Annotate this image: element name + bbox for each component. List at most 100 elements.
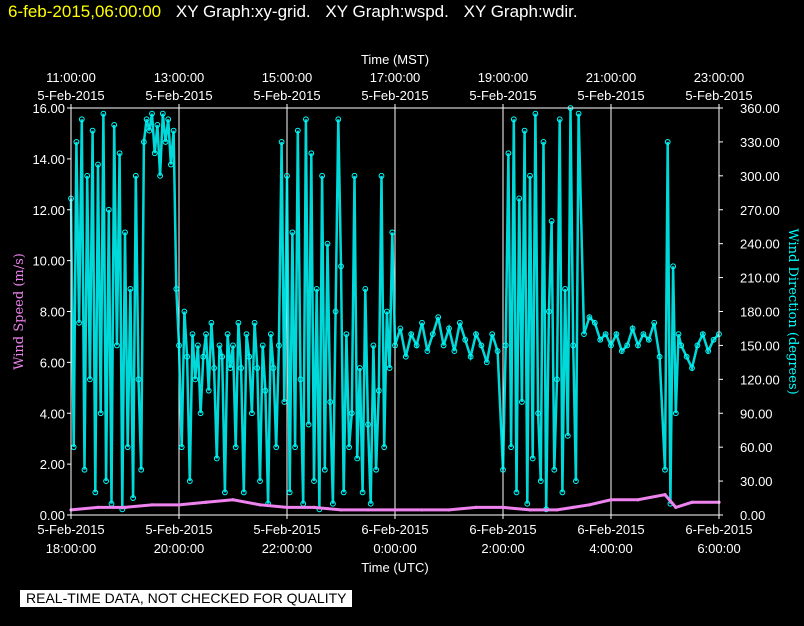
wind-direction-point bbox=[710, 336, 717, 343]
wind-direction-point bbox=[516, 195, 523, 202]
wind-direction-point bbox=[556, 116, 563, 123]
wind-direction-point bbox=[527, 172, 533, 179]
wind-direction-point bbox=[281, 399, 288, 405]
wind-speed-point bbox=[636, 498, 640, 502]
wind-direction-point bbox=[386, 365, 393, 371]
wind-direction-point bbox=[508, 444, 515, 451]
wind-direction-point bbox=[97, 410, 104, 417]
wind-direction-point bbox=[429, 331, 436, 338]
top-tick-date: 5-Feb-2015 bbox=[469, 88, 536, 103]
wind-direction-point bbox=[243, 331, 250, 338]
wind-speed-point bbox=[571, 505, 575, 509]
wind-direction-point bbox=[597, 336, 604, 343]
wind-direction-point bbox=[365, 421, 371, 428]
wind-direction-point bbox=[116, 150, 123, 157]
wind-direction-point bbox=[330, 500, 336, 507]
wind-direction-point bbox=[505, 150, 512, 157]
top-tick-time: 17:00:00 bbox=[370, 70, 421, 85]
wind-direction-point bbox=[381, 444, 388, 451]
left-tick-label: 14.00 bbox=[32, 152, 65, 167]
left-tick-label: 4.00 bbox=[40, 406, 65, 421]
wind-direction-point bbox=[73, 139, 80, 145]
bottom-tick-time: 6:00:00 bbox=[697, 541, 740, 556]
right-tick-label: 360.00 bbox=[740, 101, 780, 116]
wind-direction-point bbox=[502, 342, 509, 349]
wind-direction-point bbox=[370, 342, 377, 349]
wind-direction-point bbox=[640, 331, 647, 338]
wind-direction-point bbox=[348, 410, 355, 417]
wind-speed-point bbox=[123, 505, 127, 509]
wind-direction-point bbox=[89, 127, 96, 134]
wind-speed-point bbox=[258, 503, 262, 507]
right-tick-label: 300.00 bbox=[740, 169, 780, 184]
wind-direction-point bbox=[678, 342, 685, 349]
wind-direction-point bbox=[624, 342, 631, 349]
left-tick-label: 8.00 bbox=[40, 305, 65, 320]
wind-direction-point bbox=[114, 342, 120, 349]
wind-direction-point bbox=[162, 139, 169, 145]
wind-direction-point bbox=[249, 410, 255, 417]
wind-direction-point bbox=[575, 110, 582, 117]
wind-direction-point bbox=[357, 365, 363, 371]
wind-direction-point bbox=[276, 342, 282, 349]
wind-direction-point bbox=[591, 319, 598, 326]
wind-direction-point bbox=[656, 353, 663, 360]
wind-direction-point bbox=[138, 466, 145, 473]
wind-direction-point bbox=[351, 172, 358, 179]
wind-direction-point bbox=[340, 489, 347, 496]
bottom-tick-date: 6-Feb-2015 bbox=[361, 522, 428, 537]
wind-direction-point bbox=[602, 331, 609, 338]
wind-direction-point bbox=[546, 308, 552, 315]
wind-speed-point bbox=[587, 503, 592, 507]
wind-direction-point bbox=[510, 116, 517, 123]
wind-direction-point bbox=[168, 161, 174, 168]
wind-direction-point bbox=[319, 172, 326, 179]
wind-direction-point bbox=[478, 342, 485, 349]
wind-direction-point bbox=[286, 489, 293, 496]
wind-direction-point bbox=[384, 308, 390, 315]
wind-direction-point bbox=[270, 365, 277, 371]
bottom-tick-date: 5-Feb-2015 bbox=[145, 522, 212, 537]
wind-direction-point bbox=[178, 444, 185, 451]
wind-speed-point bbox=[96, 505, 100, 509]
left-tick-label: 16.00 bbox=[32, 101, 65, 116]
wind-direction-point bbox=[100, 110, 107, 117]
top-axis-title: Time (MST) bbox=[361, 52, 429, 67]
wind-direction-point bbox=[230, 342, 236, 349]
bottom-tick-date: 6-Feb-2015 bbox=[685, 522, 752, 537]
bottom-tick-time: 0:00:00 bbox=[373, 541, 416, 556]
wind-speed-point bbox=[528, 508, 532, 512]
bottom-tick-date: 5-Feb-2015 bbox=[253, 522, 320, 537]
top-tick-date: 5-Feb-2015 bbox=[253, 88, 320, 103]
wind-direction-point bbox=[284, 172, 290, 179]
wind-direction-point bbox=[581, 331, 587, 338]
top-tick-time: 15:00:00 bbox=[262, 70, 313, 85]
wind-direction-point bbox=[378, 172, 385, 179]
wind-speed-point bbox=[150, 503, 154, 507]
header-graph-wspd: XY Graph:wspd. bbox=[325, 2, 449, 21]
wind-direction-point bbox=[313, 285, 320, 292]
wind-speed-point bbox=[674, 505, 678, 509]
wind-direction-point bbox=[540, 139, 547, 145]
bottom-tick-time: 4:00:00 bbox=[589, 541, 632, 556]
wind-direction-point bbox=[105, 206, 112, 213]
top-tick-date: 5-Feb-2015 bbox=[361, 88, 428, 103]
wind-direction-point bbox=[189, 331, 196, 338]
wind-direction-point bbox=[524, 500, 531, 507]
wind-direction-point bbox=[219, 353, 226, 360]
wind-direction-point bbox=[367, 500, 374, 507]
right-tick-label: 30.00 bbox=[740, 474, 773, 489]
wind-direction-point bbox=[95, 161, 101, 168]
wind-speed-point bbox=[609, 498, 613, 502]
right-tick-label: 330.00 bbox=[740, 135, 780, 150]
wind-speed-point bbox=[231, 498, 235, 502]
bottom-tick-date: 6-Feb-2015 bbox=[469, 522, 536, 537]
wind-direction-point bbox=[392, 342, 398, 349]
wind-direction-point bbox=[629, 325, 636, 332]
wind-direction-point bbox=[87, 376, 93, 383]
wind-direction-point bbox=[327, 399, 334, 405]
wind-direction-point bbox=[222, 489, 228, 496]
wind-speed-point bbox=[339, 508, 343, 512]
left-tick-label: 12.00 bbox=[32, 203, 65, 218]
wind-direction-point bbox=[689, 365, 695, 371]
